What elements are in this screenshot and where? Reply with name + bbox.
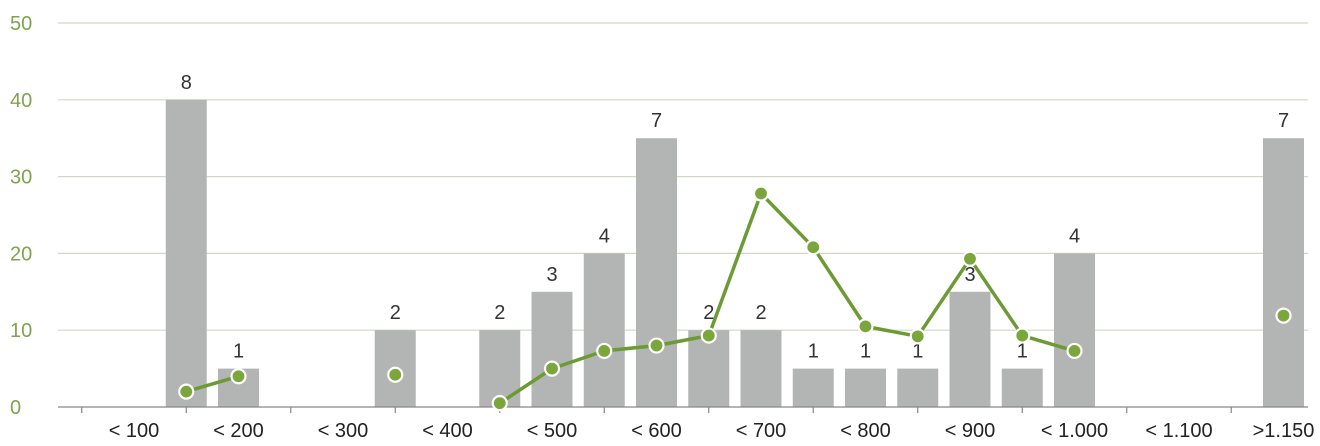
bar (583, 253, 625, 407)
bar (636, 138, 677, 407)
line-point (909, 328, 926, 345)
line-point (387, 366, 404, 383)
bar (165, 99, 207, 408)
line-point (700, 327, 717, 344)
bar (897, 368, 939, 407)
y-tick-label: 40 (10, 90, 32, 112)
bar-label: 1 (233, 341, 244, 363)
bar-label: 2 (703, 302, 714, 324)
bar (1001, 368, 1043, 407)
x-tick-label: < 1.000 (1041, 420, 1108, 442)
bar (1263, 138, 1304, 407)
line-point (596, 342, 613, 360)
x-tick-label: < 300 (318, 420, 369, 442)
bar-label: 1 (860, 341, 871, 363)
bar (792, 368, 834, 407)
line-point (857, 318, 874, 335)
bar (1054, 253, 1095, 407)
y-tick-label: 20 (10, 243, 32, 265)
x-tick-label: < 400 (422, 420, 473, 442)
x-axis-tick-labels: < 100 < 200 < 300 < 400 < 500 < 600 < 700 < 800… (109, 420, 1315, 442)
x-tick-label: < 200 (213, 420, 264, 442)
x-tick-label: < 100 (109, 420, 160, 442)
line-point (178, 383, 195, 400)
bar-label: 1 (912, 341, 923, 363)
bar-label: 1 (1017, 341, 1028, 363)
y-axis-ticks: 0 10 20 30 40 50 (10, 13, 32, 419)
line-point (1066, 342, 1083, 360)
bar-label: 4 (599, 225, 610, 247)
bar-label: 2 (755, 302, 766, 324)
bar-label: 3 (546, 264, 557, 286)
line-points (178, 185, 1292, 412)
line-point (752, 185, 770, 202)
x-tick-label: >1.150 (1253, 420, 1315, 442)
x-tick-label: < 800 (840, 420, 891, 442)
x-axis (58, 406, 1308, 413)
line-point (230, 368, 247, 385)
bar-label: 2 (494, 302, 505, 324)
y-tick-label: 30 (10, 167, 32, 189)
x-tick-label: < 500 (527, 420, 578, 442)
bar (740, 330, 782, 407)
x-tick-label: < 1.100 (1145, 420, 1212, 442)
x-tick-label: < 700 (736, 420, 787, 442)
bar (949, 291, 991, 407)
y-tick-label: 50 (10, 13, 32, 35)
bar-label: 2 (390, 302, 401, 324)
y-tick-label: 10 (10, 320, 32, 342)
line-point (543, 360, 561, 377)
x-tick-label: < 900 (945, 420, 996, 442)
line-point (805, 239, 822, 256)
bar (531, 291, 573, 407)
bar-label: 8 (181, 72, 192, 94)
bar-label: 3 (964, 264, 975, 286)
gridlines (58, 22, 1308, 331)
line-series (185, 191, 1075, 405)
bar (845, 368, 886, 407)
bar-label: 7 (1278, 110, 1289, 132)
line-point (648, 337, 665, 354)
line-series-path (185, 191, 1075, 405)
y-tick-label: 0 (10, 397, 21, 419)
bar-label: 4 (1069, 225, 1080, 247)
x-tick-label: < 600 (631, 420, 682, 442)
bar-label: 1 (808, 341, 819, 363)
bar-label: 7 (651, 110, 662, 132)
line-point (491, 395, 508, 412)
line-point (1275, 307, 1292, 324)
line-point (1014, 327, 1031, 344)
bar-labels: 8 1 2 2 3 4 7 2 2 1 1 1 3 1 4 7 (181, 72, 1289, 363)
line-point (961, 250, 979, 267)
